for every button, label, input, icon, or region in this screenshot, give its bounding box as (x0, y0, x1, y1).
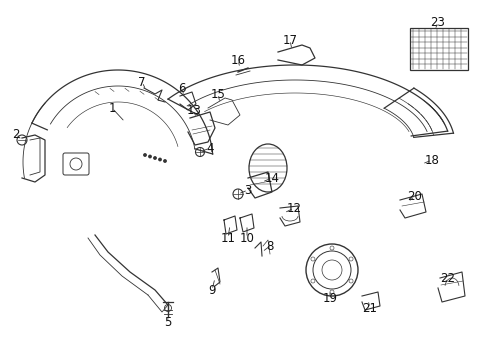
Bar (410, 28, 468, 70)
Text: 11: 11 (220, 231, 236, 244)
Text: 17: 17 (283, 33, 297, 46)
Text: 5: 5 (164, 315, 171, 328)
Text: 23: 23 (431, 15, 445, 28)
Text: 2: 2 (12, 127, 20, 140)
Circle shape (144, 154, 146, 156)
Text: 9: 9 (208, 284, 216, 297)
Text: 16: 16 (230, 54, 245, 67)
Circle shape (149, 155, 151, 158)
Text: 15: 15 (211, 87, 225, 100)
Text: 21: 21 (363, 302, 377, 315)
Text: 10: 10 (240, 231, 254, 244)
Text: 3: 3 (245, 184, 252, 197)
Circle shape (164, 160, 166, 162)
Text: 12: 12 (287, 202, 301, 215)
Circle shape (154, 157, 156, 159)
Text: 22: 22 (441, 271, 456, 284)
Text: 1: 1 (108, 102, 116, 114)
Text: 6: 6 (178, 81, 186, 94)
Circle shape (159, 158, 161, 161)
Text: 13: 13 (187, 104, 201, 117)
Text: 4: 4 (206, 141, 214, 154)
Text: 18: 18 (424, 153, 440, 166)
Text: 7: 7 (138, 76, 146, 89)
Text: 14: 14 (265, 171, 279, 184)
Text: 8: 8 (266, 239, 274, 252)
Text: 19: 19 (322, 292, 338, 305)
Text: 20: 20 (408, 189, 422, 202)
